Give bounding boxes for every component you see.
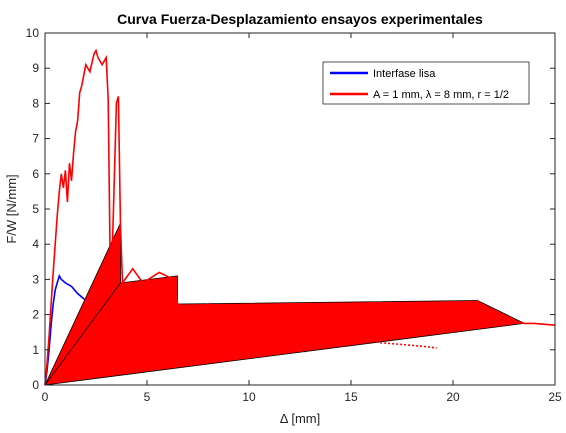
x-tick-label: 15 <box>344 390 358 404</box>
x-tick-label: 5 <box>144 390 151 404</box>
x-tick-label: 0 <box>42 390 49 404</box>
axes-layer: 0 5 10 15 20 25 0 1 2 3 4 5 6 7 8 9 10 <box>26 26 562 404</box>
y-axis-title: F/W [N/mm] <box>4 174 19 243</box>
y-tick-label: 3 <box>32 272 39 286</box>
series-a-1-mm-8-mm-r-1-2-envelope <box>44 222 525 386</box>
x-tick-label: 20 <box>446 390 460 404</box>
y-tick-label: 9 <box>32 61 39 75</box>
x-tick-label: 25 <box>548 390 562 404</box>
legend: Interfase lisa A = 1 mm, λ = 8 mm, r = 1… <box>322 61 530 105</box>
y-tick-label: 6 <box>32 167 39 181</box>
y-tick-label: 10 <box>26 26 40 40</box>
series-layer <box>44 48 556 386</box>
y-tick-label: 8 <box>32 96 39 110</box>
y-tick-label: 1 <box>32 343 39 357</box>
x-axis-title: Δ [mm] <box>280 411 320 426</box>
y-tick-label: 2 <box>32 308 39 322</box>
legend-label-ondulada: A = 1 mm, λ = 8 mm, r = 1/2 <box>373 89 509 101</box>
y-tick-label: 4 <box>32 237 39 251</box>
y-tick-label: 0 <box>32 378 39 392</box>
y-tick-label: 7 <box>32 132 39 146</box>
series-extra-2-line <box>340 334 437 349</box>
legend-box <box>322 61 530 105</box>
legend-label-interfase-lisa: Interfase lisa <box>373 68 436 80</box>
series-a-1-mm-8-mm-r-1-2-line <box>44 48 556 386</box>
x-tick-label: 10 <box>242 390 256 404</box>
chart-title: Curva Fuerza-Desplazamiento ensayos expe… <box>117 11 483 27</box>
y-tick-label: 5 <box>32 202 39 216</box>
